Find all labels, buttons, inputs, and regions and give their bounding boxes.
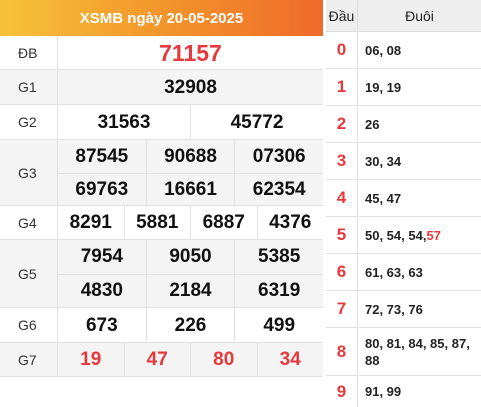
prize-row-g3: G3 87545 90688 07306 69763 16661 62354 <box>0 140 323 206</box>
prize-value-g4: 5881 <box>125 206 191 240</box>
tails-digit: 5 <box>326 217 358 253</box>
prize-value-g7: 34 <box>279 349 301 370</box>
prize-value-g6: 499 <box>263 314 296 336</box>
results-header: XSMB ngày 20-05-2025 <box>0 0 323 36</box>
prize-row-g2: G2 31563 45772 <box>0 105 323 140</box>
prize-label-db: ĐB <box>0 36 58 69</box>
prize-value-g7: 47 <box>125 343 191 377</box>
tails-values: 61, 63, 63 <box>365 264 423 280</box>
tails-row-0: 0 06, 08 <box>326 32 481 69</box>
prize-value-g6: 673 <box>58 308 147 343</box>
tails-values: 06, 08 <box>365 42 402 58</box>
prize-value-g4: 6887 <box>191 206 258 240</box>
prize-label-g7: G7 <box>0 343 58 376</box>
prize-row-g1: G1 32908 <box>0 70 323 105</box>
tails-values: 50, 54, 54, 57 <box>358 217 481 253</box>
prize-label-g6: G6 <box>0 308 58 342</box>
tails-values: 19, 19 <box>365 79 402 95</box>
tails-row-9: 9 91, 99 <box>326 376 481 407</box>
tails-values: 26 <box>365 116 380 132</box>
prize-row-g6: G6 673 226 499 <box>0 308 323 343</box>
prize-value-g4: 8291 <box>58 206 125 240</box>
tails-digit: 4 <box>326 180 358 216</box>
prize-value-g3: 87545 <box>58 140 147 173</box>
tails-row-6: 6 61, 63, 63 <box>326 254 481 291</box>
prize-label-g1: G1 <box>0 70 58 104</box>
prize-value-g7: 19 <box>58 343 125 377</box>
prize-value-g3: 69763 <box>58 173 147 206</box>
prize-value-g3: 90688 <box>147 140 236 173</box>
tails-digit: 3 <box>326 143 358 179</box>
results-title: XSMB ngày 20-05-2025 <box>79 9 244 27</box>
tails-digit: 8 <box>326 328 358 375</box>
prize-value-g5: 4830 <box>58 274 147 308</box>
tails-values: 91, 99 <box>365 384 402 399</box>
tails-digit: 9 <box>326 376 358 407</box>
prize-row-g4: G4 8291 5881 6887 4376 <box>0 206 323 240</box>
tails-row-5: 5 50, 54, 54, 57 <box>326 217 481 254</box>
tails-digit: 0 <box>326 32 358 68</box>
tails-digit: 7 <box>326 291 358 327</box>
prize-value-g3: 16661 <box>147 173 236 206</box>
tails-values-special: 57 <box>426 227 441 243</box>
prize-label-g3: G3 <box>0 140 58 205</box>
tails-values: 30, 34 <box>365 153 402 169</box>
tails-row-7: 7 72, 73, 76 <box>326 291 481 328</box>
prize-row-g7: G7 19 47 80 34 <box>0 343 323 377</box>
tails-digit: 2 <box>326 106 358 142</box>
tails-digit: 6 <box>326 254 358 290</box>
tails-table: Đầu Đuôi 0 06, 08 1 19, 19 2 26 3 30, 34… <box>326 0 481 407</box>
tails-values: 45, 47 <box>365 190 402 206</box>
tails-head-label: Đầu <box>326 0 358 31</box>
prize-value-g2: 31563 <box>58 105 191 140</box>
tails-values: 80, 81, 84, 85, 87, 88 <box>365 335 470 368</box>
tails-values: 72, 73, 76 <box>365 301 423 317</box>
prize-row-db: ĐB 71157 <box>0 36 323 70</box>
tails-header: Đầu Đuôi <box>326 0 481 32</box>
prize-label-g5: G5 <box>0 240 58 307</box>
prize-value-g3: 62354 <box>252 178 306 200</box>
prize-value-g1: 32908 <box>164 76 217 98</box>
tails-row-1: 1 19, 19 <box>326 69 481 106</box>
prize-value-g3: 07306 <box>252 145 306 167</box>
prize-value-db: 71157 <box>159 39 222 66</box>
tails-row-4: 4 45, 47 <box>326 180 481 217</box>
prize-value-g5: 5385 <box>258 246 301 267</box>
prize-value-g5: 9050 <box>147 240 236 274</box>
prize-value-g5: 2184 <box>147 274 236 308</box>
prize-value-g5: 7954 <box>58 240 147 274</box>
prize-value-g2: 45772 <box>230 111 284 133</box>
prize-value-g6: 226 <box>147 308 236 343</box>
prize-value-g7: 80 <box>191 343 258 377</box>
tails-row-8: 8 80, 81, 84, 85, 87, 88 <box>326 328 481 376</box>
tails-values-normal: 50, 54, 54, <box>365 227 427 243</box>
tails-row-2: 2 26 <box>326 106 481 143</box>
prize-label-g2: G2 <box>0 105 58 139</box>
tails-digit: 1 <box>326 69 358 105</box>
column-divider <box>323 0 326 407</box>
tails-tail-label: Đuôi <box>405 7 434 24</box>
prize-value-g4: 4376 <box>269 212 312 233</box>
prize-label-g4: G4 <box>0 206 58 239</box>
results-table: XSMB ngày 20-05-2025 ĐB 71157 G1 32908 G… <box>0 0 323 377</box>
prize-value-g5: 6319 <box>258 280 301 301</box>
tails-row-3: 3 30, 34 <box>326 143 481 180</box>
prize-row-g5: G5 7954 9050 5385 4830 2184 6319 <box>0 240 323 308</box>
